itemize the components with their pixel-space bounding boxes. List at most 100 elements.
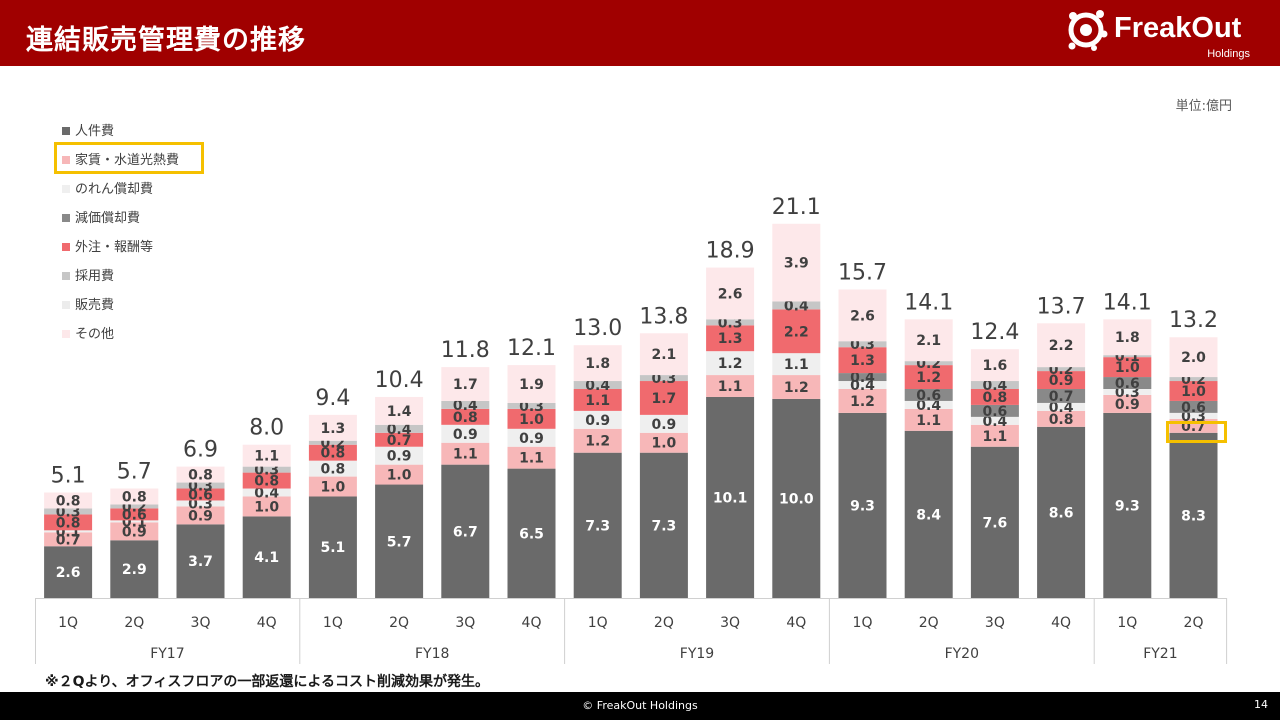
bar-segment bbox=[639, 381, 688, 415]
total-label: 14.1 bbox=[904, 290, 953, 315]
data-label: 0.4 bbox=[916, 398, 941, 414]
legend-item: 家賃・水道光熱費 bbox=[62, 149, 179, 178]
bar-segment bbox=[772, 353, 821, 376]
total-label: 12.4 bbox=[970, 320, 1019, 345]
bar-segment bbox=[639, 333, 688, 376]
data-label: 1.0 bbox=[1181, 384, 1206, 400]
bar-segment bbox=[706, 319, 755, 326]
total-label: 13.8 bbox=[639, 304, 688, 329]
bar-segment bbox=[1103, 377, 1152, 389]
logo-subtext: Holdings bbox=[1207, 48, 1250, 60]
legend-item: 減価償却費 bbox=[62, 207, 179, 236]
legend-swatch bbox=[62, 330, 70, 338]
data-label: 0.7 bbox=[1049, 389, 1074, 405]
bar-segment bbox=[242, 516, 291, 598]
data-label: 3.9 bbox=[784, 256, 809, 272]
data-label: 6.5 bbox=[519, 526, 544, 542]
data-label: 4.1 bbox=[254, 550, 279, 566]
bar-segment bbox=[970, 416, 1019, 425]
data-label: 1.4 bbox=[387, 404, 412, 420]
bar-segment bbox=[110, 522, 159, 541]
category-tick-label: 4Q bbox=[786, 615, 806, 631]
data-label: 1.0 bbox=[254, 499, 279, 515]
data-label: 1.8 bbox=[1115, 330, 1140, 346]
data-label: 1.6 bbox=[982, 358, 1007, 374]
bar-segment bbox=[904, 430, 953, 598]
bar-segment bbox=[1037, 388, 1086, 403]
data-label: 0.9 bbox=[387, 449, 412, 465]
data-label: 0.8 bbox=[982, 390, 1007, 406]
bar-segment bbox=[176, 500, 225, 507]
category-tick-label: 2Q bbox=[124, 615, 144, 631]
data-label: 0.6 bbox=[982, 404, 1007, 420]
data-label: 2.0 bbox=[1181, 350, 1206, 366]
bar-segment bbox=[706, 396, 755, 598]
bar-segment bbox=[308, 476, 357, 497]
bar-segment bbox=[242, 496, 291, 517]
bar-segment bbox=[441, 367, 490, 401]
legend-label: 採用費 bbox=[75, 269, 115, 284]
bar-segment bbox=[441, 408, 490, 425]
data-label: 7.6 bbox=[982, 515, 1007, 531]
category-tick-label: 2Q bbox=[1184, 615, 1204, 631]
data-label: 1.9 bbox=[519, 377, 544, 393]
bar-segment bbox=[1103, 412, 1152, 598]
bar-segment bbox=[573, 345, 622, 382]
data-label: 0.4 bbox=[982, 414, 1007, 430]
bar-segment bbox=[507, 402, 556, 409]
data-label: 2.1 bbox=[916, 333, 941, 349]
bar-segment bbox=[1103, 357, 1152, 378]
bar-segment bbox=[838, 388, 887, 413]
legend-item: のれん償却費 bbox=[62, 178, 179, 207]
legend-item: 販売費 bbox=[62, 294, 179, 323]
legend-label: 家賃・水道光熱費 bbox=[75, 153, 180, 168]
legend-item: その他 bbox=[62, 323, 179, 352]
bar-segment bbox=[706, 375, 755, 397]
category-tick-label: 4Q bbox=[1051, 615, 1071, 631]
bar-segment bbox=[706, 267, 755, 320]
data-label: 9.3 bbox=[850, 498, 875, 514]
data-label: 0.9 bbox=[122, 524, 147, 540]
data-label: 0.8 bbox=[453, 410, 478, 426]
bar-segment bbox=[375, 446, 424, 465]
bar-segment bbox=[176, 524, 225, 598]
total-label: 15.7 bbox=[838, 260, 887, 285]
category-tick-label: 3Q bbox=[191, 615, 211, 631]
freakout-logo: FreakOut Holdings bbox=[1064, 6, 1254, 62]
bar-segment bbox=[242, 472, 291, 489]
bar-segment bbox=[507, 365, 556, 403]
category-tick-label: 1Q bbox=[58, 615, 78, 631]
bar-segment bbox=[507, 428, 556, 447]
bar-segment bbox=[573, 452, 622, 598]
data-label: 0.6 bbox=[1115, 376, 1140, 392]
data-label: 2.6 bbox=[850, 308, 875, 324]
bar-segment bbox=[904, 319, 953, 362]
data-label: 0.6 bbox=[916, 388, 941, 404]
total-label: 5.1 bbox=[51, 464, 86, 489]
data-label: 1.3 bbox=[850, 353, 875, 369]
data-label: 0.8 bbox=[320, 462, 345, 478]
data-label: 0.9 bbox=[585, 413, 610, 429]
category-tick-label: 3Q bbox=[985, 615, 1005, 631]
unit-label: 単位:億円 bbox=[1175, 99, 1232, 114]
stacked-bar-chart: 2.60.70.10.80.30.85.11Q2.90.90.10.60.20.… bbox=[35, 195, 1228, 664]
bar-segment bbox=[44, 508, 93, 515]
bar-segment bbox=[573, 381, 622, 389]
bar-segment bbox=[44, 514, 93, 531]
data-label: 1.0 bbox=[387, 468, 412, 484]
total-label: 13.7 bbox=[1037, 294, 1086, 319]
legend-swatch bbox=[62, 156, 70, 164]
data-label: 0.9 bbox=[1115, 397, 1140, 413]
bar-segment bbox=[375, 484, 424, 598]
data-label: 2.6 bbox=[718, 286, 743, 302]
bar-segment bbox=[970, 446, 1019, 598]
logo-text: FreakOut bbox=[1114, 12, 1242, 44]
total-label: 12.1 bbox=[507, 336, 556, 361]
data-label: 1.8 bbox=[585, 356, 610, 372]
bar-segment bbox=[639, 375, 688, 382]
bar-segment bbox=[838, 347, 887, 374]
data-label: 1.1 bbox=[254, 449, 279, 465]
legend-label: のれん償却費 bbox=[75, 182, 154, 197]
bar-segment bbox=[110, 540, 159, 598]
bar-segment bbox=[838, 341, 887, 348]
